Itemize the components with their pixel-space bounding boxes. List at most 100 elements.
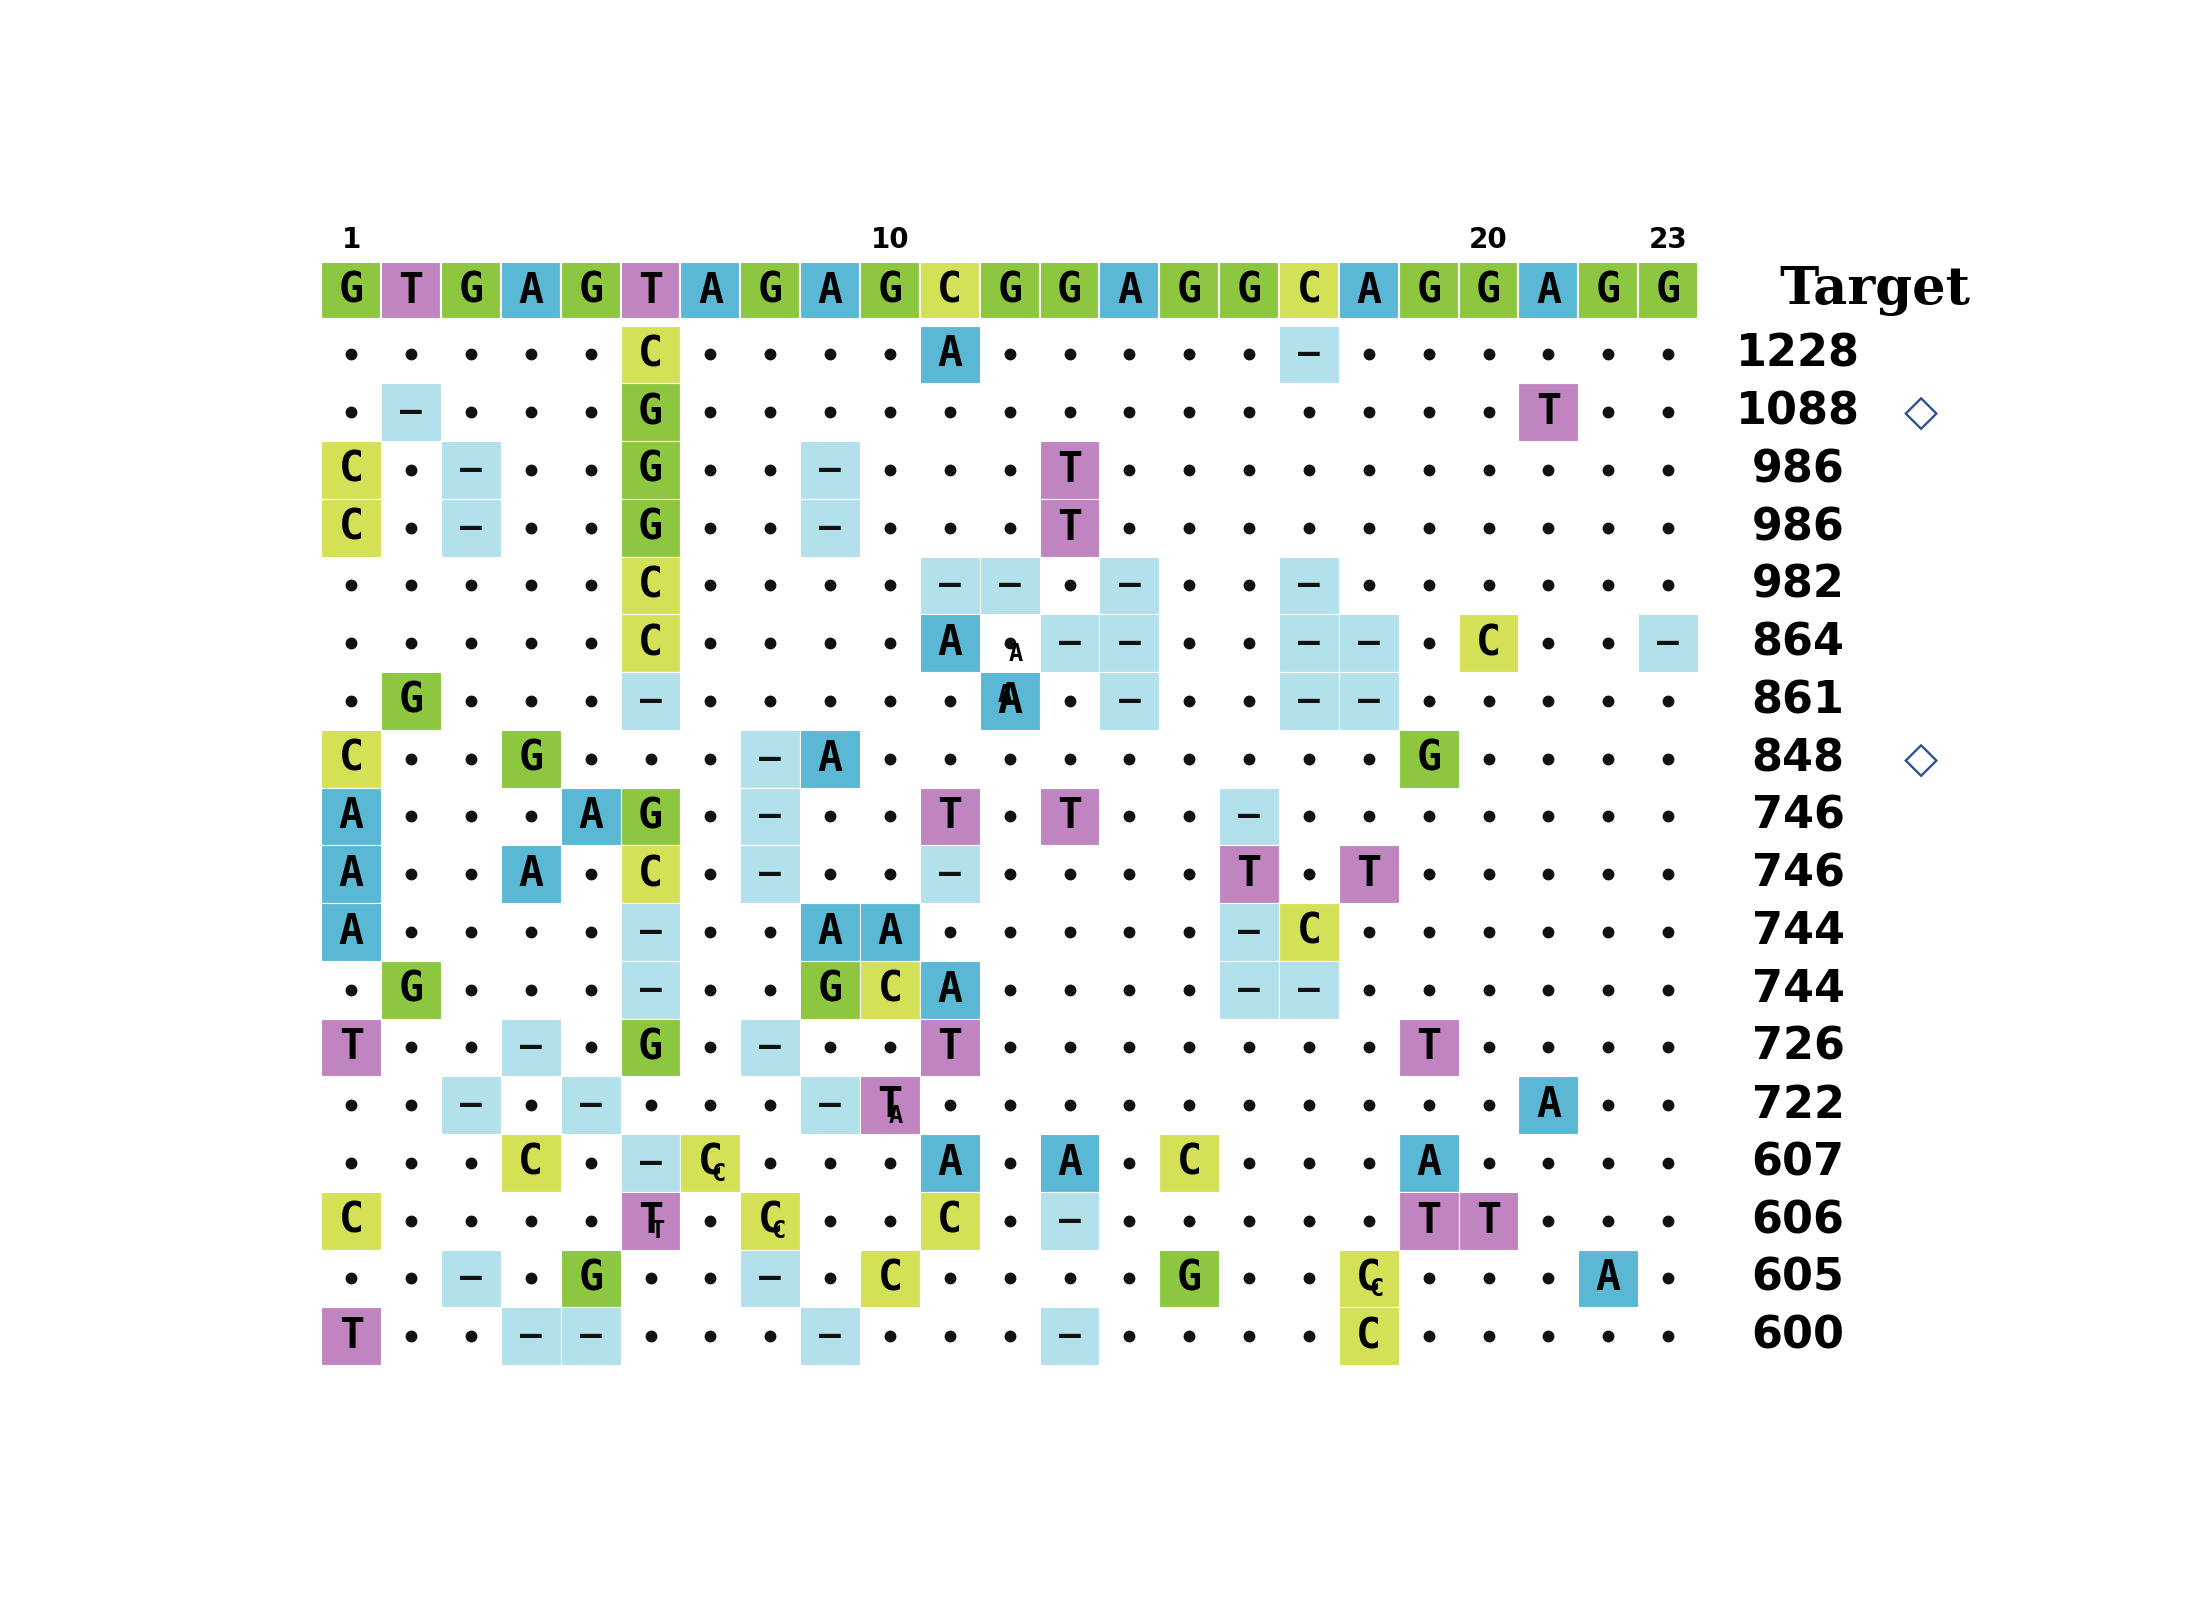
Bar bbox=[1039, 1307, 1099, 1366]
Text: T: T bbox=[340, 1026, 364, 1068]
Text: G: G bbox=[1476, 270, 1500, 312]
Text: –: – bbox=[818, 452, 840, 486]
Bar bbox=[560, 787, 620, 845]
Bar bbox=[1160, 1134, 1220, 1193]
Text: C: C bbox=[1357, 1257, 1381, 1299]
Bar bbox=[1099, 672, 1160, 730]
Bar bbox=[620, 383, 679, 441]
Text: T: T bbox=[399, 270, 424, 312]
Bar bbox=[860, 903, 920, 962]
Bar bbox=[322, 903, 382, 962]
Text: C: C bbox=[757, 1199, 783, 1241]
Text: G: G bbox=[638, 449, 664, 491]
Bar bbox=[322, 730, 382, 787]
Text: –: – bbox=[521, 1319, 543, 1353]
Bar bbox=[801, 730, 860, 787]
Text: –: – bbox=[461, 511, 481, 545]
Bar bbox=[979, 556, 1039, 614]
Text: –: – bbox=[1059, 1319, 1081, 1353]
Text: T: T bbox=[651, 1220, 666, 1243]
Text: G: G bbox=[518, 739, 543, 779]
Text: T: T bbox=[938, 795, 962, 837]
Text: G: G bbox=[638, 795, 664, 837]
Text: T: T bbox=[1535, 391, 1562, 433]
Text: T: T bbox=[938, 1026, 962, 1068]
Bar bbox=[741, 1018, 801, 1076]
Text: 1: 1 bbox=[342, 226, 362, 254]
Bar bbox=[620, 962, 679, 1018]
Text: A: A bbox=[997, 680, 1021, 722]
Text: C: C bbox=[1176, 1143, 1202, 1185]
Bar bbox=[620, 262, 679, 320]
Bar bbox=[1399, 1018, 1458, 1076]
Bar bbox=[920, 1193, 979, 1249]
Bar bbox=[1160, 1249, 1220, 1307]
Text: –: – bbox=[1297, 684, 1319, 718]
Bar bbox=[1577, 262, 1639, 320]
Bar bbox=[1039, 787, 1099, 845]
Text: Target: Target bbox=[1780, 265, 1970, 317]
Text: A: A bbox=[938, 968, 962, 1010]
Text: –: – bbox=[1059, 1204, 1081, 1238]
Bar bbox=[441, 1076, 501, 1134]
Text: T: T bbox=[878, 1084, 902, 1126]
Bar bbox=[620, 1193, 679, 1249]
Text: A: A bbox=[578, 795, 602, 837]
Text: T: T bbox=[1476, 1199, 1500, 1241]
Text: –: – bbox=[759, 1262, 781, 1296]
Text: G: G bbox=[638, 1026, 664, 1068]
Bar bbox=[501, 730, 560, 787]
Bar bbox=[501, 845, 560, 903]
Text: A: A bbox=[518, 853, 543, 895]
Text: A: A bbox=[1057, 1143, 1083, 1185]
Text: –: – bbox=[1297, 627, 1319, 661]
Text: –: – bbox=[1118, 569, 1141, 603]
Text: C: C bbox=[770, 1220, 785, 1243]
Text: A: A bbox=[818, 270, 843, 312]
Bar bbox=[1039, 1134, 1099, 1193]
Bar bbox=[860, 1076, 920, 1134]
Text: A: A bbox=[697, 270, 724, 312]
Text: –: – bbox=[759, 742, 781, 776]
Text: C: C bbox=[340, 1199, 364, 1241]
Text: G: G bbox=[340, 270, 364, 312]
Bar bbox=[1160, 262, 1220, 320]
Text: T: T bbox=[1357, 853, 1381, 895]
Bar bbox=[801, 441, 860, 499]
Bar bbox=[322, 441, 382, 499]
Text: 23: 23 bbox=[1648, 226, 1688, 254]
Text: 982: 982 bbox=[1752, 564, 1844, 608]
Text: A: A bbox=[1535, 270, 1562, 312]
Text: T: T bbox=[638, 1199, 664, 1241]
Text: –: – bbox=[1297, 338, 1319, 372]
Text: 605: 605 bbox=[1752, 1257, 1844, 1299]
Bar bbox=[620, 325, 679, 383]
Text: T: T bbox=[1057, 449, 1083, 491]
Bar bbox=[322, 787, 382, 845]
Bar bbox=[1399, 730, 1458, 787]
Bar bbox=[382, 962, 441, 1018]
Text: A: A bbox=[818, 911, 843, 953]
Text: C: C bbox=[938, 1199, 962, 1241]
Bar bbox=[1339, 1307, 1399, 1366]
Text: G: G bbox=[638, 391, 664, 433]
Bar bbox=[620, 845, 679, 903]
Bar bbox=[322, 845, 382, 903]
Text: –: – bbox=[640, 915, 662, 949]
Text: C: C bbox=[697, 1143, 724, 1185]
Text: C: C bbox=[710, 1162, 726, 1186]
Bar bbox=[1220, 262, 1279, 320]
Bar bbox=[382, 672, 441, 730]
Text: A: A bbox=[518, 270, 543, 312]
Bar bbox=[801, 962, 860, 1018]
Bar bbox=[620, 1134, 679, 1193]
Bar bbox=[801, 1076, 860, 1134]
Text: A: A bbox=[340, 911, 364, 953]
Text: T: T bbox=[1057, 795, 1083, 837]
Text: A: A bbox=[1535, 1084, 1562, 1126]
Text: –: – bbox=[940, 856, 960, 890]
Bar bbox=[322, 262, 382, 320]
Bar bbox=[1099, 556, 1160, 614]
Bar bbox=[801, 1307, 860, 1366]
Bar bbox=[1039, 1193, 1099, 1249]
